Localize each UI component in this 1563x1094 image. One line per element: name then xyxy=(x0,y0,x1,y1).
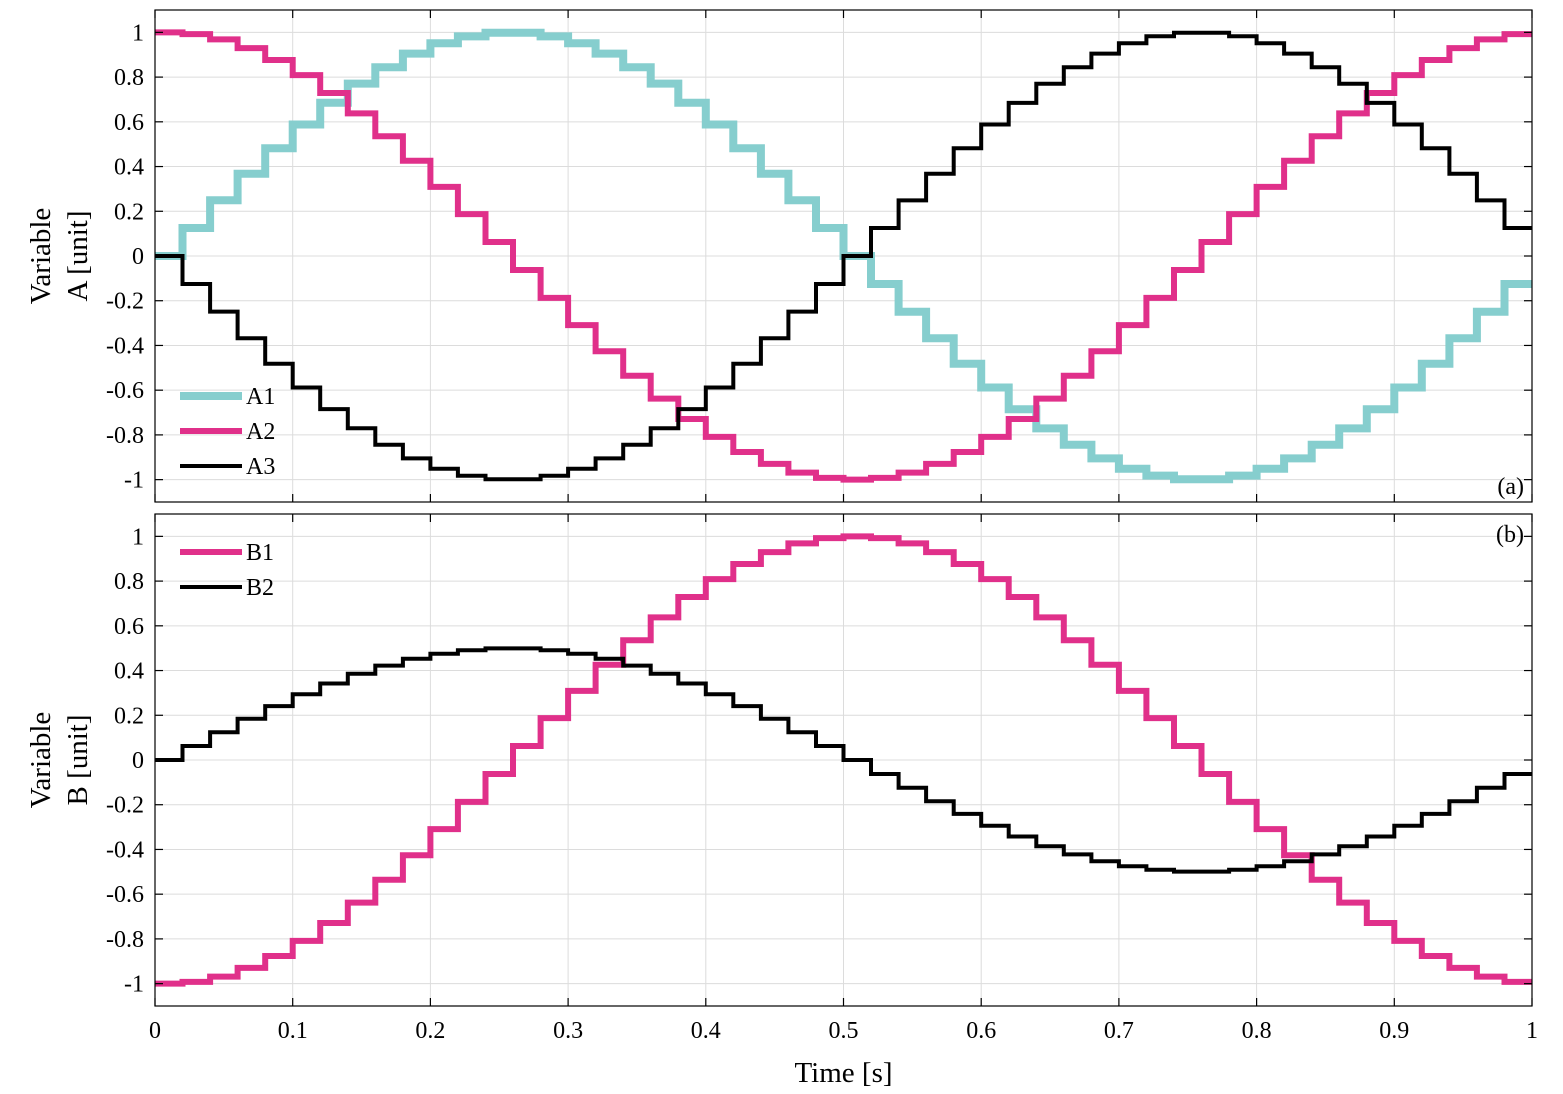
x-tick-label: 0.5 xyxy=(829,1018,859,1044)
y-tick-label: -0.6 xyxy=(106,378,144,404)
y-tick-label: 1 xyxy=(132,524,144,550)
x-tick-label: 0.9 xyxy=(1379,1018,1409,1044)
legend-label: B2 xyxy=(246,575,274,601)
panel-tag: (b) xyxy=(1496,522,1524,548)
y-tick-label: -0.4 xyxy=(106,837,144,863)
y-axis-label-line: B [unit] xyxy=(62,714,94,805)
x-axis-label: Time [s] xyxy=(794,1057,892,1089)
y-tick-label: 1 xyxy=(132,20,144,46)
y-tick-label: 0.2 xyxy=(114,703,144,729)
y-tick-label: 0 xyxy=(132,244,144,270)
y-tick-label: -0.2 xyxy=(106,289,144,315)
y-axis-label-line: Variable xyxy=(25,208,57,305)
ticks xyxy=(154,514,1533,1006)
legend-label: A1 xyxy=(246,384,275,410)
x-tick-label: 0.3 xyxy=(553,1018,583,1044)
x-tick-label: 1 xyxy=(1526,1018,1538,1044)
series-line-b1 xyxy=(155,533,1532,987)
y-axis-label: Variable B [unit] xyxy=(25,712,94,809)
x-tick-label: 0.8 xyxy=(1242,1018,1272,1044)
legend-label: B1 xyxy=(246,540,274,566)
x-tick-label: 0.6 xyxy=(966,1018,996,1044)
panel-b: -1 -0.8 -0.6 -0.4 -0.2 0 0.2 0.4 0.6 0.8 1 0 0.1 0.2 0… xyxy=(25,513,1538,1089)
y-axis-label-line: A [unit] xyxy=(62,210,94,301)
x-tick-label: 0.2 xyxy=(415,1018,445,1044)
y-tick-label: 0.6 xyxy=(114,110,144,136)
panel-a: -1 -0.8 -0.6 -0.4 -0.2 0 0.2 0.4 0.6 0.8 1 Variable… xyxy=(25,9,1533,503)
x-tick-label: 0.7 xyxy=(1104,1018,1134,1044)
y-tick-label: 0.6 xyxy=(114,614,144,640)
y-tick-label: -1 xyxy=(124,468,144,494)
y-tick-label: -0.8 xyxy=(106,927,144,953)
x-tick-label: 0.1 xyxy=(278,1018,308,1044)
y-tick-label: 0 xyxy=(132,748,144,774)
y-tick-label: -1 xyxy=(124,972,144,998)
y-tick-label: -0.2 xyxy=(106,793,144,819)
y-tick-label: -0.4 xyxy=(106,333,144,359)
series-group xyxy=(155,533,1532,987)
y-axis-label: Variable A [unit] xyxy=(25,208,94,305)
legend-label: A2 xyxy=(246,419,275,445)
legend-label: A3 xyxy=(246,454,275,480)
y-tick-label: 0.8 xyxy=(114,569,144,595)
series-line-a1 xyxy=(155,28,1532,484)
y-tick-label: 0.2 xyxy=(114,199,144,225)
x-tick-label: 0 xyxy=(149,1018,161,1044)
y-axis-label-line: Variable xyxy=(25,712,57,809)
y-tick-label: -0.6 xyxy=(106,882,144,908)
y-tick-label: -0.8 xyxy=(106,423,144,449)
series-line-b2 xyxy=(155,646,1532,874)
series-line-a3 xyxy=(155,30,1532,482)
y-tick-label: 0.4 xyxy=(114,659,144,685)
x-tick-label: 0.4 xyxy=(691,1018,721,1044)
y-tick-label: 0.4 xyxy=(114,155,144,181)
y-tick-label: 0.8 xyxy=(114,65,144,91)
series-group xyxy=(155,28,1532,484)
series-line-a2 xyxy=(155,29,1532,483)
ticks xyxy=(154,10,1533,502)
panel-tag: (a) xyxy=(1497,474,1524,500)
legend: A1 A2 A3 xyxy=(180,384,275,480)
